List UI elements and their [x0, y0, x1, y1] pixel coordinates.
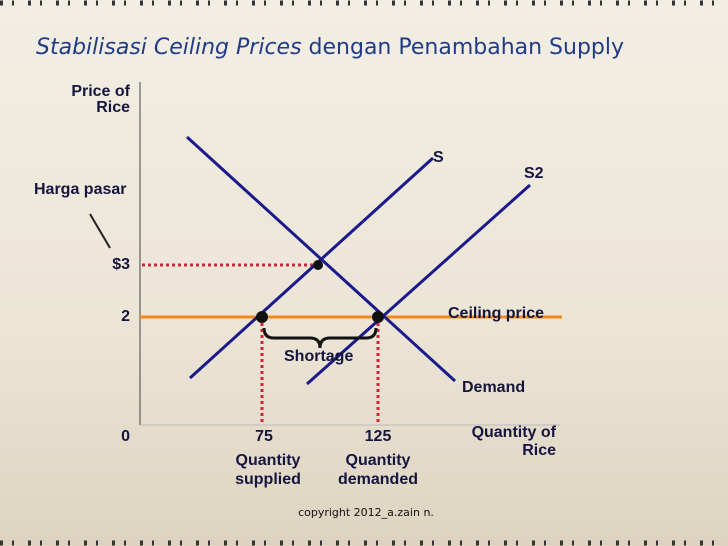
y-tick-label: 0: [121, 428, 130, 445]
ceiling-label: Ceiling price: [448, 305, 544, 322]
tick-note: demanded: [338, 471, 418, 488]
tick-note: Quantity: [236, 452, 301, 469]
supplied-point: [256, 311, 268, 323]
x-axis-label: Rice: [522, 442, 556, 459]
supply-label: S: [433, 149, 444, 166]
tick-note: Quantity: [346, 452, 411, 469]
title: Stabilisasi Ceiling Prices dengan Penamb…: [36, 35, 624, 60]
title-emphasis: Stabilisasi Ceiling Prices: [36, 35, 302, 60]
supply2-label: S2: [524, 165, 544, 182]
y-axis-label: Price of: [71, 83, 130, 100]
supply-curve: [188, 156, 435, 380]
shortage-label: Shortage: [284, 348, 353, 365]
y-tick-label: $3: [112, 256, 130, 273]
demanded-point: [372, 311, 384, 323]
title-rest: dengan Penambahan Supply: [309, 35, 624, 60]
y-axis-label: Rice: [96, 99, 130, 116]
equilibrium-point: [313, 260, 323, 270]
y-tick-label: 2: [121, 308, 130, 325]
x-tick-label: 75: [255, 428, 273, 445]
shortage-brace: [262, 327, 378, 349]
x-axis-label: Quantity of: [472, 424, 557, 441]
x-tick-label: 125: [365, 428, 392, 445]
tick-note: supplied: [235, 471, 301, 488]
market-price-label: Harga pasar: [34, 181, 127, 198]
footer: copyright 2012_a.zain n.: [298, 506, 434, 519]
supply2-curve: [306, 183, 531, 386]
pointer-line: [89, 213, 111, 249]
demand-label: Demand: [462, 379, 525, 396]
